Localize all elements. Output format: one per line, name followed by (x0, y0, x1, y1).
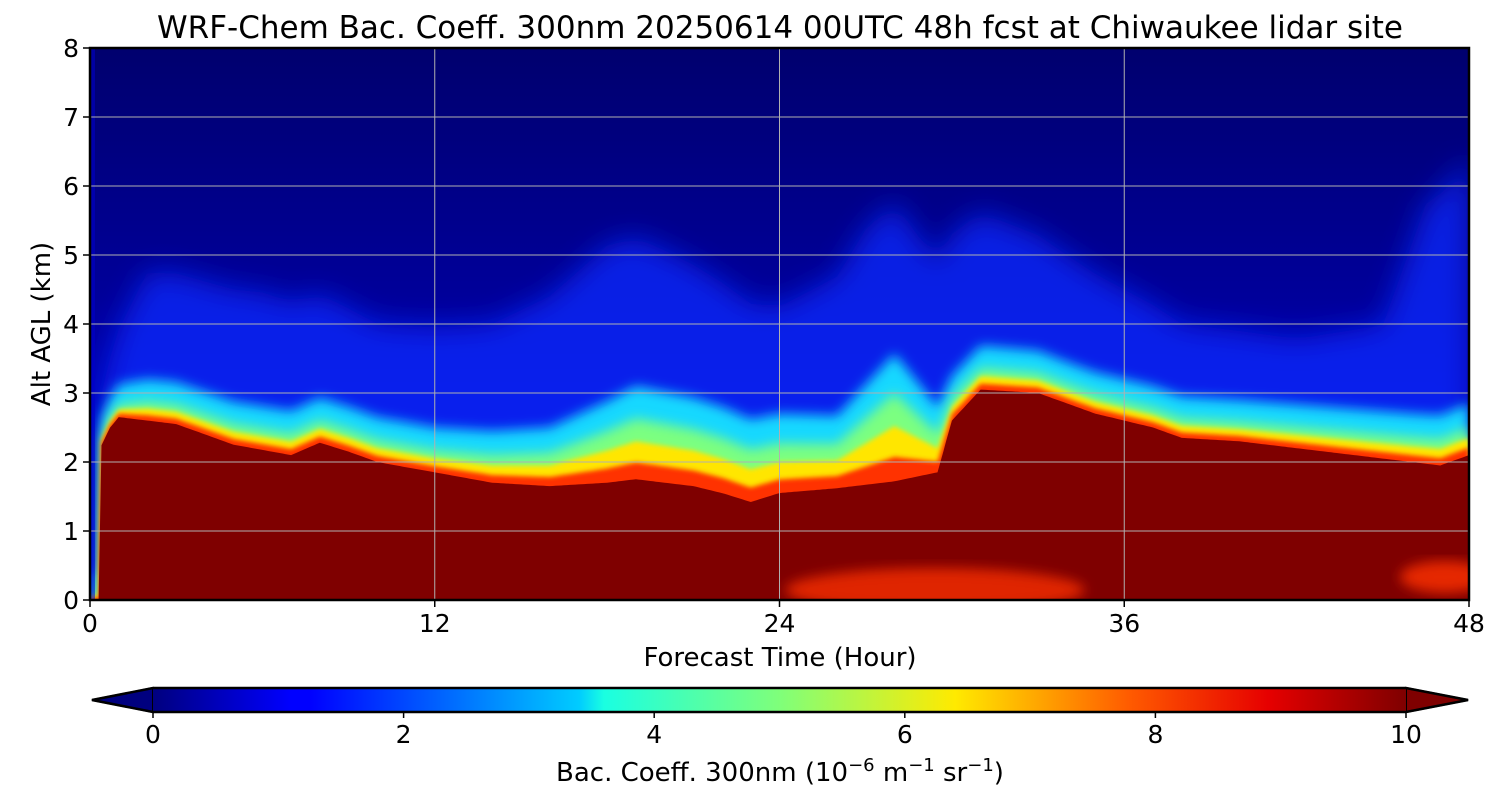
colorbar-gradient (153, 688, 1406, 712)
colorbar-tick-label: 6 (897, 720, 913, 749)
colorbar: 0 2 4 6 8 10 Bac. Coeff. 300nm (10−6 m−1 sr−1… (91, 686, 1469, 788)
y-axis-label: Alt AGL (km) (27, 242, 57, 406)
y-axis-ticks: 0 1 2 3 4 5 6 7 8 (63, 34, 90, 615)
y-tick-label: 2 (63, 448, 79, 477)
colorbar-extend-low (91, 686, 154, 714)
colorbar-tick-label: 0 (145, 720, 161, 749)
x-tick-label: 48 (1453, 609, 1485, 638)
y-tick-label: 6 (63, 172, 79, 201)
colorbar-tick-label: 10 (1390, 720, 1422, 749)
x-tick-label: 0 (82, 609, 98, 638)
chart-title: WRF-Chem Bac. Coeff. 300nm 20250614 00UT… (157, 10, 1403, 46)
colorbar-tick-label: 2 (396, 720, 412, 749)
y-tick-label: 0 (63, 586, 79, 615)
x-tick-label: 24 (764, 609, 796, 638)
y-tick-label: 3 (63, 379, 79, 408)
heatmap-field (90, 48, 1469, 600)
x-tick-label: 12 (419, 609, 451, 638)
colorbar-tick-label: 4 (646, 720, 662, 749)
colorbar-extend-high (1405, 686, 1469, 714)
x-axis-label: Forecast Time (Hour) (643, 643, 916, 673)
y-tick-label: 5 (63, 241, 79, 270)
x-tick-label: 36 (1108, 609, 1140, 638)
colorbar-ticks: 0 2 4 6 8 10 (145, 712, 1422, 749)
x-axis-ticks: 0 12 24 36 48 (82, 600, 1485, 638)
y-tick-label: 7 (63, 103, 79, 132)
heatmap-surface-maximum (785, 568, 1085, 600)
y-tick-label: 1 (63, 517, 79, 546)
colorbar-label: Bac. Coeff. 300nm (10−6 m−1 sr−1) (556, 755, 1004, 788)
heatmap-surface-maximum-right (1400, 561, 1469, 593)
y-tick-label: 4 (63, 310, 79, 339)
y-tick-label: 8 (63, 34, 79, 63)
colorbar-tick-label: 8 (1147, 720, 1163, 749)
